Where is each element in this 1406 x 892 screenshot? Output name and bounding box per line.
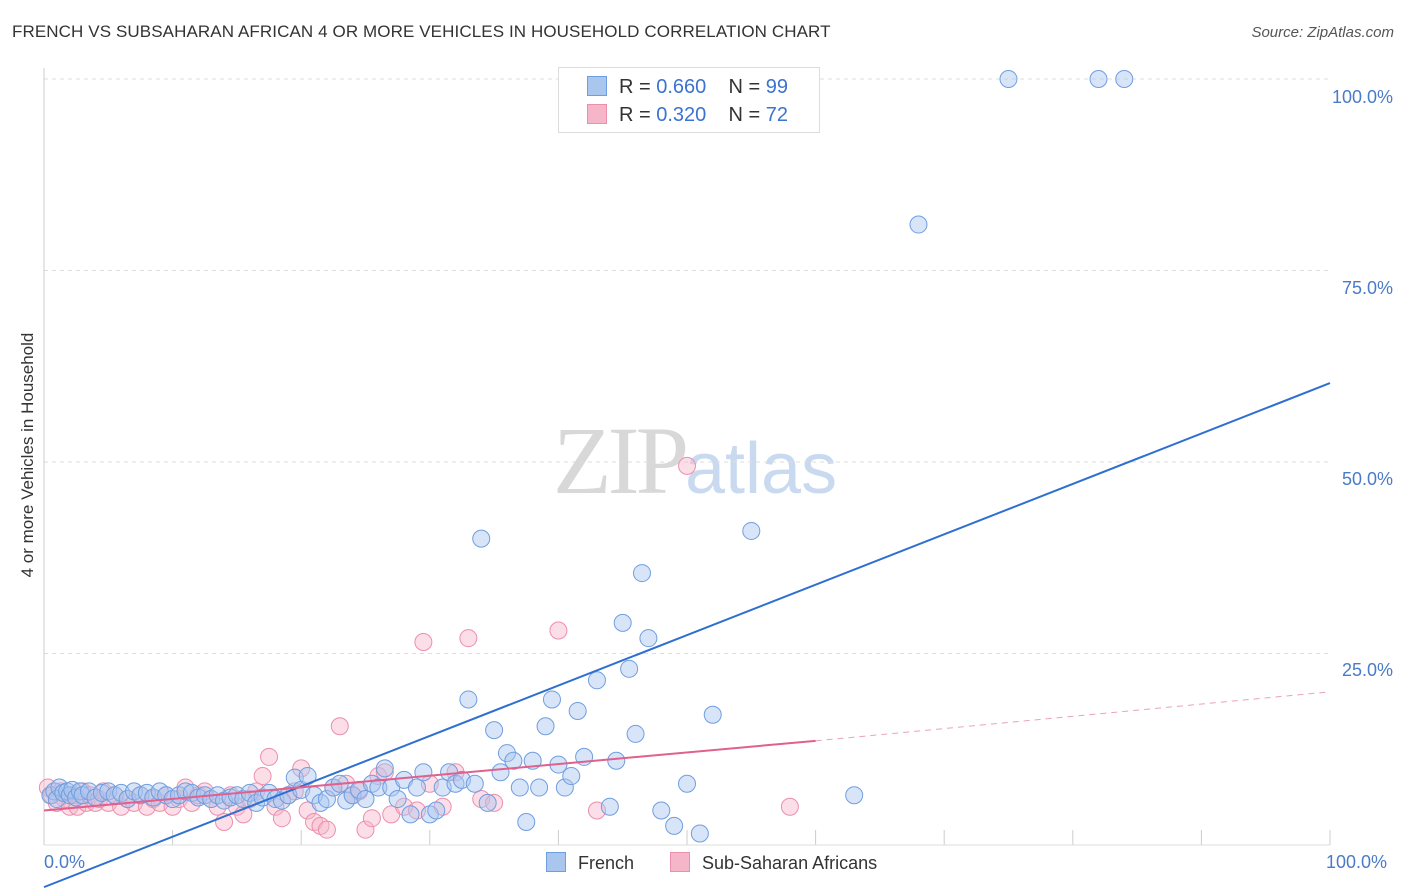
french-point [317,790,336,809]
french-point [427,801,446,820]
french-swatch [587,76,607,96]
x-tick-max: 100.0% [1326,852,1388,872]
trend-lines [43,382,1331,889]
bottom-legend-french: French [546,852,634,874]
french-point [1089,70,1108,88]
french-point [632,564,651,583]
legend-r-label: R = [619,104,651,126]
bottom-legend-french-label: French [578,853,635,873]
subsaharan-point [356,820,375,839]
y-tick-50: 50.0% [1341,469,1393,489]
french-point [459,690,478,709]
legend-n-label: N = [728,76,761,98]
subsaharan-point [485,793,504,812]
french-point [742,521,761,540]
french-point [504,751,523,770]
french-point [607,751,626,770]
french-point [909,215,928,234]
x-tick-min: 0.0% [44,852,86,872]
y-tick-75: 75.0% [1341,278,1393,298]
french-point [542,690,561,709]
french-point [613,613,632,632]
french-trend-line [43,382,1331,889]
chart-title: FRENCH VS SUBSAHARAN AFRICAN 4 OR MORE V… [12,22,831,41]
bottom-legend-subsaharan: Sub-Saharan Africans [670,852,877,874]
french-point [401,805,420,824]
french-point [414,763,433,782]
french-point [356,790,375,809]
subsaharan-point [330,717,349,736]
french-point [523,751,542,770]
grid [44,78,1330,654]
axes [43,68,1331,846]
subsaharan-point [414,633,433,652]
french-point [562,767,581,786]
bottom-legend-subsaharan-label: Sub-Saharan Africans [702,853,878,873]
legend-subsaharan-n: 72 [765,104,789,126]
subsaharan-point [459,629,478,648]
legend-subsaharan-r: 0.320 [656,104,707,126]
french-point [587,671,606,690]
watermark: ZIPatlas [553,405,837,516]
french-swatch [546,852,566,872]
french-point [388,790,407,809]
subsaharan-point [549,621,568,640]
y-tick-25: 25.0% [1341,660,1393,680]
subsaharan-swatch [587,104,607,124]
subsaharan-swatch [670,852,690,872]
french-point [472,529,491,548]
subsaharan-point [260,747,279,766]
watermark-zip: ZIP [553,407,689,514]
french-point [703,705,722,724]
legend: R = 0.660 N = 99 R = 0.320 N = 72 [558,67,820,133]
french-point [626,724,645,743]
subsaharan-point [272,809,291,828]
french-point [375,759,394,778]
subsaharan-point [780,797,799,816]
french-point [652,801,671,820]
french-point [517,813,536,832]
french-point [620,659,639,678]
french-point [369,778,388,797]
legend-row-french: R = 0.660 N = 99 [587,76,788,99]
subsaharan-trend-line [43,739,816,812]
subsaharan-point [253,767,272,786]
source-label: Source: ZipAtlas.com [1251,24,1394,41]
legend-french-r: 0.660 [656,76,707,98]
french-point [600,797,619,816]
french-point [510,778,529,797]
french-point [690,824,709,843]
french-point [1115,70,1134,88]
french-point [530,778,549,797]
french-point [478,793,497,812]
french-point [568,701,587,720]
french-point [465,774,484,793]
subsaharan-point [678,456,696,475]
y-tick-100: 100.0% [1331,87,1393,107]
subsaharan-point [362,809,381,828]
subsaharan-trend-line-extension [815,691,1331,742]
french-point [678,774,696,793]
watermark-atlas: atlas [685,429,838,509]
y-axis-label: 4 or more Vehicles in Household [18,332,37,578]
french-point [845,786,864,805]
french-point [407,778,426,797]
subsaharan-point [317,820,336,839]
subsaharan-point [292,759,311,778]
french-point [999,70,1018,88]
legend-row-subsaharan: R = 0.320 N = 72 [587,104,788,127]
french-point [665,816,684,835]
french-point [536,717,555,736]
french-point [485,721,504,740]
french-points [41,70,1134,843]
legend-n-label: N = [728,104,761,126]
french-point [497,744,516,763]
legend-french-n: 99 [765,76,789,98]
french-point [555,778,574,797]
legend-r-label: R = [619,76,651,98]
french-point [639,629,658,648]
